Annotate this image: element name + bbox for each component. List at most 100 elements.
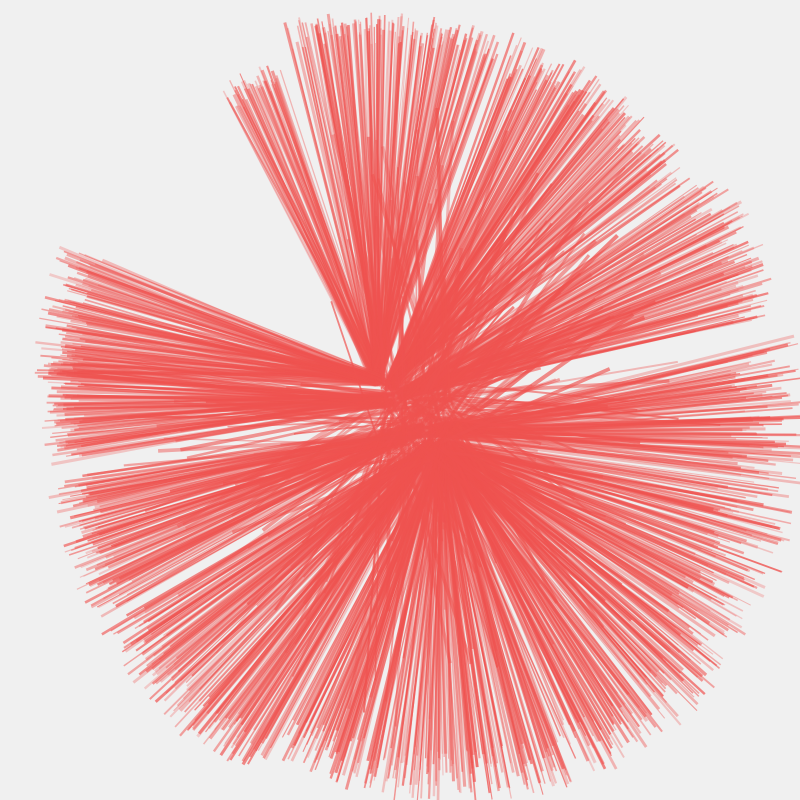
core-ray-line: [412, 330, 696, 396]
ray-line: [58, 245, 377, 382]
ray-line: [224, 446, 437, 719]
ray-line: [444, 449, 510, 788]
ray-line: [73, 370, 384, 385]
ray-line: [89, 264, 386, 387]
ray-line: [446, 445, 661, 710]
ray-line: [435, 425, 800, 465]
ray-line: [370, 44, 443, 377]
core-ray-line: [215, 443, 381, 654]
ray-line: [143, 448, 433, 644]
ray-line: [218, 450, 435, 721]
ray-line: [240, 80, 374, 378]
ray-line: [148, 449, 430, 632]
ray-line: [258, 84, 380, 381]
ray-line: [391, 63, 553, 386]
core-ray-line: [219, 456, 419, 506]
ray-line: [82, 422, 424, 478]
ray-line: [384, 81, 538, 389]
ray-line: [251, 83, 375, 373]
core-ray-line: [421, 424, 627, 525]
core-ray-line: [407, 233, 508, 424]
core-ray-line: [382, 242, 444, 391]
ray-line: [340, 39, 374, 372]
ray-line: [376, 37, 474, 368]
ray-line: [431, 424, 769, 475]
ray-line: [372, 33, 443, 378]
ray-line: [82, 281, 377, 386]
ray-line: [430, 425, 776, 466]
ray-line: [232, 93, 373, 376]
core-ray-line: [177, 436, 402, 597]
core-ray-line: [205, 391, 393, 404]
core-ray-line: [443, 275, 452, 402]
core-ray-line: [325, 411, 390, 583]
core-ray-line: [366, 136, 386, 385]
ray-line: [435, 424, 755, 469]
core-ray-line: [398, 250, 565, 406]
ray-line: [291, 48, 374, 372]
ray-line: [444, 445, 612, 735]
core-ray-line: [343, 395, 406, 464]
ray-line: [274, 77, 375, 373]
ray-line: [375, 28, 382, 375]
ray-line: [62, 305, 376, 386]
ray-line: [424, 433, 783, 475]
ray-line: [369, 455, 447, 788]
core-ray-line: [369, 446, 426, 597]
ray-line: [399, 260, 763, 392]
core-ray-line: [412, 306, 463, 409]
ray-line: [324, 32, 375, 367]
ray-line: [428, 431, 742, 476]
ray-line: [271, 84, 371, 376]
core-ray-line: [300, 382, 407, 395]
core-ray-line: [421, 398, 542, 446]
ray-line: [245, 98, 373, 381]
ray-line: [447, 447, 653, 716]
ray-line: [435, 434, 797, 480]
ray-line: [430, 361, 728, 427]
core-ray-line: [376, 458, 415, 643]
ray-line: [266, 65, 375, 370]
ray-line: [385, 116, 626, 387]
core-ray-line: [230, 396, 395, 517]
core-ray-line: [381, 390, 473, 665]
core-ray-line: [361, 436, 434, 520]
core-ray-line: [423, 437, 499, 669]
ray-line: [58, 360, 383, 387]
ray-line: [371, 24, 461, 374]
ray-line: [59, 372, 381, 386]
core-ray-line: [423, 306, 631, 421]
ray-line: [444, 439, 755, 483]
core-ray-line: [346, 238, 398, 387]
ray-line: [449, 445, 614, 707]
ray-line: [242, 79, 372, 377]
ray-line: [228, 101, 373, 375]
ray-line: [81, 404, 391, 457]
ray-line: [446, 445, 546, 759]
ray-line: [74, 404, 391, 409]
ray-line: [174, 448, 435, 728]
ray-line: [64, 430, 417, 484]
ray-line: [426, 350, 768, 431]
ray-line: [372, 43, 477, 373]
core-ray-line: [376, 455, 436, 601]
core-ray-line: [412, 239, 597, 423]
core-ray-line: [404, 271, 526, 399]
ray-line: [125, 439, 430, 617]
ray-line: [331, 18, 376, 375]
core-ray-line: [446, 380, 592, 515]
core-ray-line: [305, 384, 400, 543]
ray-line: [241, 99, 372, 373]
ray-line: [446, 443, 648, 714]
core-ray-line: [383, 407, 623, 585]
ray-line: [448, 445, 655, 693]
ray-line: [52, 403, 393, 457]
core-ray-line: [387, 109, 513, 381]
ray-line: [441, 440, 728, 638]
ray-line: [430, 350, 765, 429]
core-ray-line: [440, 445, 569, 555]
ray-line: [441, 442, 772, 528]
ray-line: [60, 385, 386, 408]
core-ray-line: [439, 367, 611, 445]
